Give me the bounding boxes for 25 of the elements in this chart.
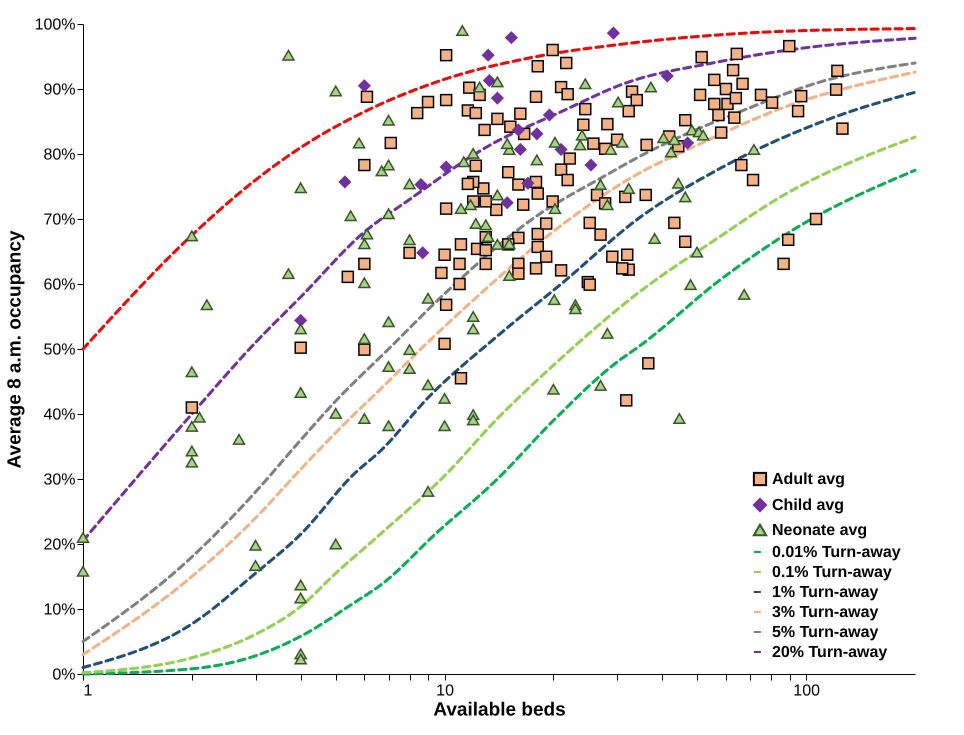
y-axis-title: Average 8 a.m. occupancy xyxy=(4,230,26,468)
y-tick-label: 100% xyxy=(34,16,76,34)
legend-label: 20% Turn-away xyxy=(772,644,888,661)
y-tick-label: 0% xyxy=(52,666,76,684)
y-tick-label: 70% xyxy=(43,212,76,228)
legend-label: Child avg xyxy=(772,497,844,514)
y-tick-label: 50% xyxy=(43,342,76,358)
legend-label: Adult avg xyxy=(772,471,845,488)
y-tick-label: 60% xyxy=(43,276,76,294)
y-tick-label: 90% xyxy=(43,82,76,98)
legend-label: Neonate avg xyxy=(772,522,868,539)
y-tick-label: 30% xyxy=(43,472,76,488)
legend-label: 0.1% Turn-away xyxy=(772,564,892,581)
y-tick-label: 10% xyxy=(43,602,76,618)
legend-label: 5% Turn-away xyxy=(772,624,878,641)
y-tick-label: 20% xyxy=(43,536,76,554)
x-tick-label: 10 xyxy=(436,682,454,700)
legend-label: 3% Turn-away xyxy=(772,604,878,621)
y-tick-label: 80% xyxy=(43,146,76,164)
x-tick-label: 1 xyxy=(84,682,92,700)
legend-label: 1% Turn-away xyxy=(772,584,878,601)
legend-label: 0.01% Turn-away xyxy=(772,544,901,561)
y-tick-label: 40% xyxy=(43,406,76,424)
x-axis-title: Available beds xyxy=(433,700,566,720)
x-tick-label: 100 xyxy=(793,682,820,700)
